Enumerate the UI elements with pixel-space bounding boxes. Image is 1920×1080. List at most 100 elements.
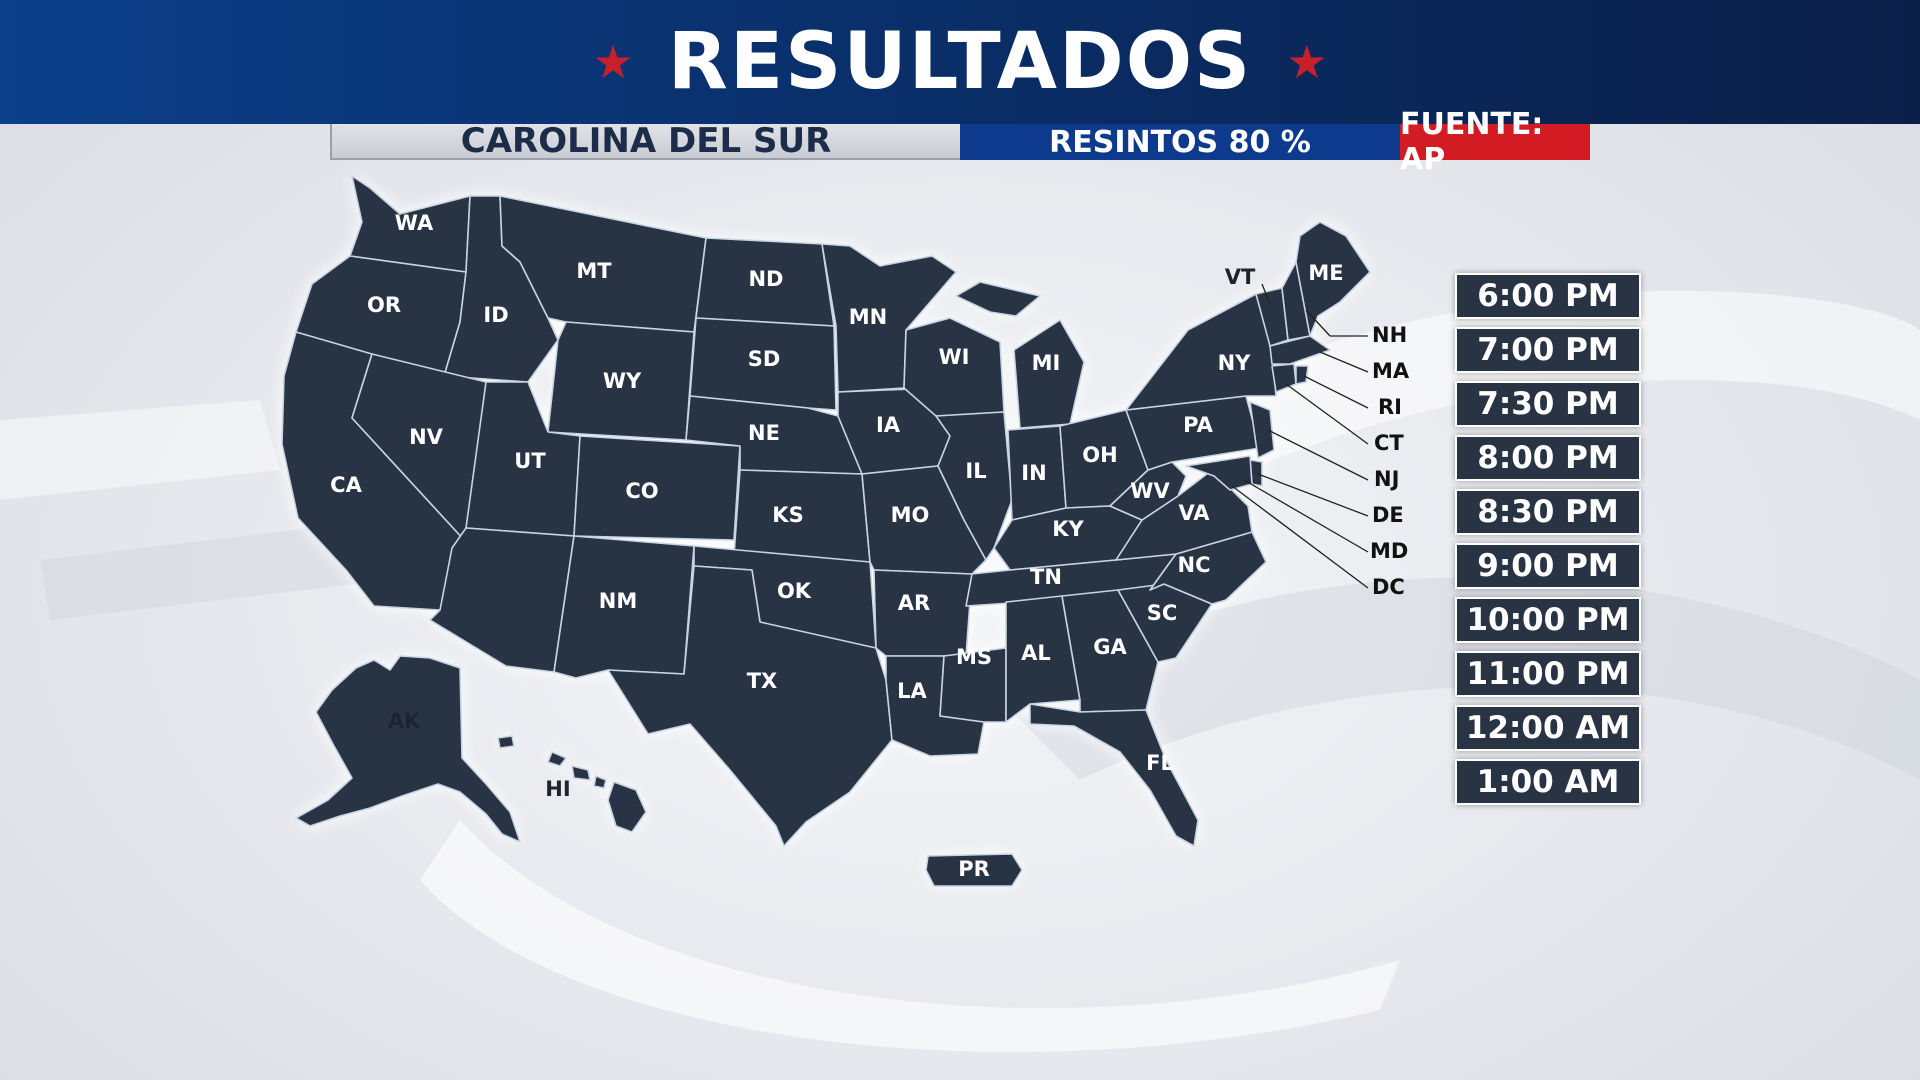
state-tx[interactable] xyxy=(607,565,893,847)
label-ct: CT xyxy=(1374,431,1404,455)
info-bar: CAROLINA DEL SUR RESINTOS 80 % FUENTE: A… xyxy=(330,107,1590,177)
star-icon: ★ xyxy=(592,35,634,89)
states-group xyxy=(281,175,1371,887)
state-ma[interactable] xyxy=(1269,335,1331,365)
label-mo: MO xyxy=(891,503,930,527)
time-slot-button[interactable]: 6:00 PM xyxy=(1455,273,1641,319)
time-slot-button[interactable]: 8:30 PM xyxy=(1455,489,1641,535)
label-ga: GA xyxy=(1093,635,1127,659)
state-mi[interactable] xyxy=(1013,319,1085,429)
time-slot-button[interactable]: 7:30 PM xyxy=(1455,381,1641,427)
label-va: VA xyxy=(1178,501,1210,525)
label-ky: KY xyxy=(1052,517,1084,541)
page-title: RESULTADOS xyxy=(667,17,1253,107)
label-me: ME xyxy=(1308,261,1343,285)
label-ms: MS xyxy=(956,645,992,669)
label-ca: CA xyxy=(330,473,362,497)
state-co[interactable] xyxy=(573,435,741,541)
leader-nj xyxy=(1267,429,1369,481)
leader-ri xyxy=(1303,375,1369,409)
time-slot-button[interactable]: 9:00 PM xyxy=(1455,543,1641,589)
label-ny: NY xyxy=(1218,351,1252,375)
state-name-label: CAROLINA DEL SUR xyxy=(330,121,960,161)
label-ma: MA xyxy=(1372,359,1410,383)
label-ks: KS xyxy=(772,503,803,527)
state-md[interactable] xyxy=(1185,455,1253,491)
label-wa: WA xyxy=(395,211,434,235)
label-nd: ND xyxy=(748,267,783,291)
label-sd: SD xyxy=(748,347,781,371)
label-pr: PR xyxy=(958,857,990,881)
state-ms[interactable] xyxy=(939,647,1007,723)
time-slot-button[interactable]: 8:00 PM xyxy=(1455,435,1641,481)
state-hi[interactable] xyxy=(607,781,647,833)
label-nh: NH xyxy=(1372,323,1407,347)
label-wv: WV xyxy=(1130,479,1170,503)
leader-vt xyxy=(1261,283,1271,305)
label-wy: WY xyxy=(603,369,642,393)
label-mn: MN xyxy=(849,305,887,329)
state-me[interactable] xyxy=(1295,221,1371,337)
leader-ma xyxy=(1319,351,1369,373)
label-ut: UT xyxy=(514,449,546,473)
time-slot-button[interactable]: 10:00 PM xyxy=(1455,597,1641,643)
label-tx: TX xyxy=(747,669,778,693)
leader-md xyxy=(1243,479,1369,553)
state-sd[interactable] xyxy=(689,317,837,411)
star-icon: ★ xyxy=(1286,35,1328,89)
state-ct[interactable] xyxy=(1271,363,1297,393)
time-slot-button[interactable]: 11:00 PM xyxy=(1455,651,1641,697)
label-ok: OK xyxy=(777,579,812,603)
label-sc: SC xyxy=(1147,601,1178,625)
label-ak: AK xyxy=(388,709,421,733)
label-nm: NM xyxy=(599,589,637,613)
time-slot-button[interactable]: 1:00 AM xyxy=(1455,759,1641,805)
state-wy[interactable] xyxy=(547,321,695,441)
state-hi-islands[interactable] xyxy=(497,735,607,789)
leader-dc xyxy=(1231,485,1369,589)
state-az[interactable] xyxy=(429,527,575,673)
state-mn[interactable] xyxy=(821,243,957,393)
leader-ct xyxy=(1285,383,1369,445)
label-hi: HI xyxy=(545,777,570,801)
state-ny[interactable] xyxy=(1125,293,1277,411)
state-fl[interactable] xyxy=(1029,703,1199,847)
label-dc: DC xyxy=(1372,575,1405,599)
label-nc: NC xyxy=(1178,553,1211,577)
header-banner: ★ RESULTADOS ★ xyxy=(0,0,1920,124)
state-nj[interactable] xyxy=(1249,401,1275,459)
label-nj: NJ xyxy=(1374,467,1399,491)
small-state-callouts: NH MA RI CT NJ DE MD DC xyxy=(1231,309,1410,599)
label-wi: WI xyxy=(939,345,970,369)
label-id: ID xyxy=(483,303,508,327)
label-or: OR xyxy=(367,293,401,317)
state-mi-upper[interactable] xyxy=(955,281,1041,317)
label-oh: OH xyxy=(1082,443,1117,467)
label-vt: VT xyxy=(1225,265,1256,289)
state-il[interactable] xyxy=(935,411,1013,561)
label-mt: MT xyxy=(576,259,612,283)
label-nv: NV xyxy=(409,425,444,449)
state-al[interactable] xyxy=(1005,595,1081,723)
state-pr[interactable] xyxy=(925,853,1023,887)
label-de: DE xyxy=(1372,503,1404,527)
label-il: IL xyxy=(965,459,986,483)
label-pa: PA xyxy=(1183,413,1213,437)
label-la: LA xyxy=(897,679,927,703)
state-ri[interactable] xyxy=(1295,365,1309,385)
label-ia: IA xyxy=(876,413,901,437)
label-ne: NE xyxy=(748,421,780,445)
label-fl: FL xyxy=(1146,751,1174,775)
state-labels: WA OR CA ID NV MT WY UT CO NM ND SD NE K… xyxy=(330,211,1343,881)
label-ri: RI xyxy=(1378,395,1402,419)
label-ar: AR xyxy=(898,591,930,615)
label-md: MD xyxy=(1370,539,1408,563)
label-mi: MI xyxy=(1032,351,1061,375)
label-co: CO xyxy=(625,479,658,503)
time-slot-button[interactable]: 12:00 AM xyxy=(1455,705,1641,751)
time-slot-button[interactable]: 7:00 PM xyxy=(1455,327,1641,373)
label-al: AL xyxy=(1021,641,1051,665)
state-ak[interactable] xyxy=(295,655,521,843)
precincts-badge: RESINTOS 80 % xyxy=(960,124,1400,160)
